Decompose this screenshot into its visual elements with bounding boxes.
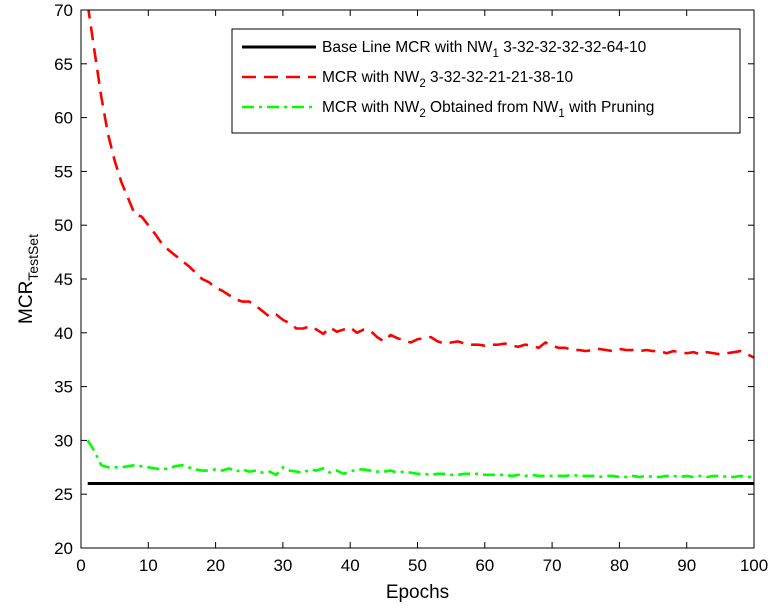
x-tick-label: 80: [610, 556, 629, 575]
y-tick-label: 20: [54, 539, 73, 558]
legend-label-part: with Pruning: [565, 99, 655, 116]
legend-label-2: MCR with NW2 3-32-32-21-21-38-10: [322, 69, 573, 90]
series-layer: [86, 10, 754, 485]
y-axis-label-main: MCR: [16, 281, 37, 324]
legend-label-part: 2: [419, 78, 425, 90]
y-tick-label: 40: [54, 324, 73, 343]
y-tick-label: 60: [54, 109, 73, 128]
y-axis-label: MCRTestSet: [16, 234, 41, 324]
x-tick-label: 70: [543, 556, 562, 575]
legend-label-part: 2: [419, 108, 425, 120]
y-tick-label: 30: [54, 431, 73, 450]
legend-label-part: Obtained from NW: [426, 99, 559, 116]
y-tick-label: 65: [54, 55, 73, 74]
x-tick-label: 10: [139, 556, 158, 575]
ticks-layer: 0 10 20 30 40 50 60 70 80 90 100 20 25 30 35 40 45 50 55 60…: [54, 1, 768, 575]
x-tick-label: 30: [273, 556, 292, 575]
series-line-2: [87, 10, 754, 359]
y-axis-label-sub: TestSet: [25, 234, 41, 281]
y-tick-label: 25: [54, 485, 73, 504]
x-tick-label: 50: [408, 556, 427, 575]
legend-label-part: MCR with NW: [322, 99, 420, 116]
x-tick-label: 0: [76, 556, 85, 575]
legend-label-3: MCR with NW2 Obtained from NW1 with Prun…: [322, 99, 654, 120]
x-tick-label: 60: [475, 556, 494, 575]
legend-label-part: MCR with NW: [322, 69, 420, 86]
y-tick-label: 70: [54, 1, 73, 20]
y-tick-label: 35: [54, 378, 73, 397]
legend-label-part: 1: [493, 48, 499, 60]
legend-label-part: Base Line MCR with NW: [322, 39, 493, 56]
legend-label-1: Base Line MCR with NW1 3-32-32-32-32-64-…: [322, 39, 647, 60]
legend: Base Line MCR with NW1 3-32-32-32-32-64-…: [231, 28, 741, 134]
x-tick-label: 40: [341, 556, 360, 575]
x-tick-label: 100: [740, 556, 768, 575]
x-axis-label: Epochs: [386, 582, 449, 603]
x-tick-label: 90: [677, 556, 696, 575]
x-tick-label: 20: [206, 556, 225, 575]
legend-label-part: 3-32-32-32-32-64-10: [499, 39, 647, 56]
y-tick-label: 45: [54, 270, 73, 289]
y-tick-label: 55: [54, 162, 73, 181]
legend-label-part: 1: [558, 108, 564, 120]
legend-label-part: 3-32-32-21-21-38-10: [426, 69, 574, 86]
legend-box: [231, 28, 741, 134]
y-tick-label: 50: [54, 216, 73, 235]
series-line-3: [86, 439, 754, 479]
